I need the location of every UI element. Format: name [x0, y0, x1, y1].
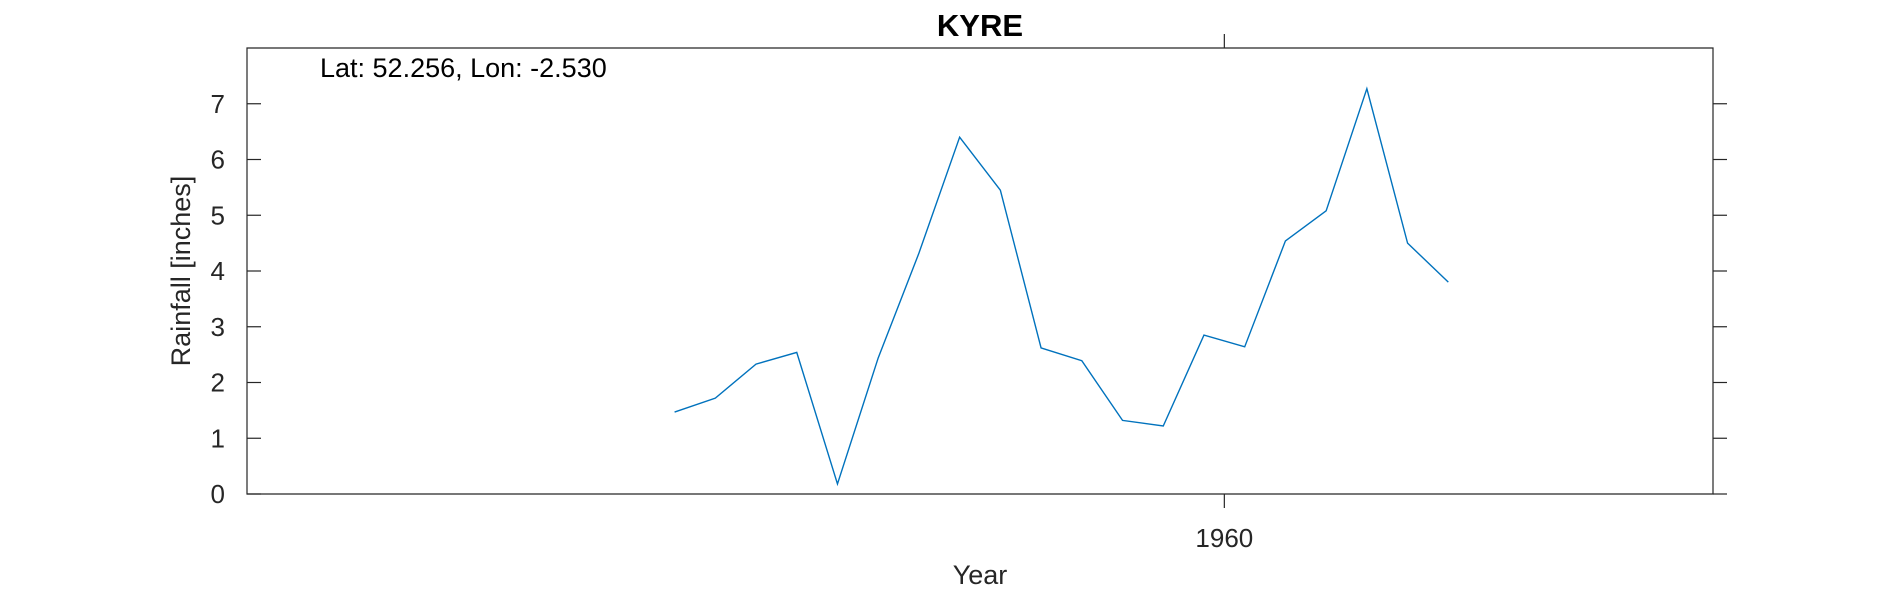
- y-tick-label: 0: [211, 479, 225, 509]
- y-tick-label: 3: [211, 312, 225, 342]
- y-tick-label: 7: [211, 89, 225, 119]
- x-axis-label: Year: [953, 560, 1008, 590]
- y-tick-label: 4: [211, 256, 225, 286]
- y-tick-label: 5: [211, 200, 225, 230]
- chart-title: KYRE: [937, 8, 1023, 43]
- axes-box: [246, 47, 1714, 495]
- y-tick-label: 1: [211, 423, 225, 453]
- x-tick-label: 1960: [1195, 523, 1253, 553]
- series-line-0: [674, 86, 1449, 487]
- y-tick-label: 6: [211, 145, 225, 175]
- plot-area: [247, 48, 1713, 494]
- location-annotation: Lat: 52.256, Lon: -2.530: [320, 53, 607, 83]
- y-axis-label: Rainfall [inches]: [166, 176, 196, 367]
- series-layer: [674, 86, 1449, 487]
- ticks-layer: 0 1 2 3 4 5 6 7 1960: [211, 34, 1727, 553]
- y-tick-label: 2: [211, 368, 225, 398]
